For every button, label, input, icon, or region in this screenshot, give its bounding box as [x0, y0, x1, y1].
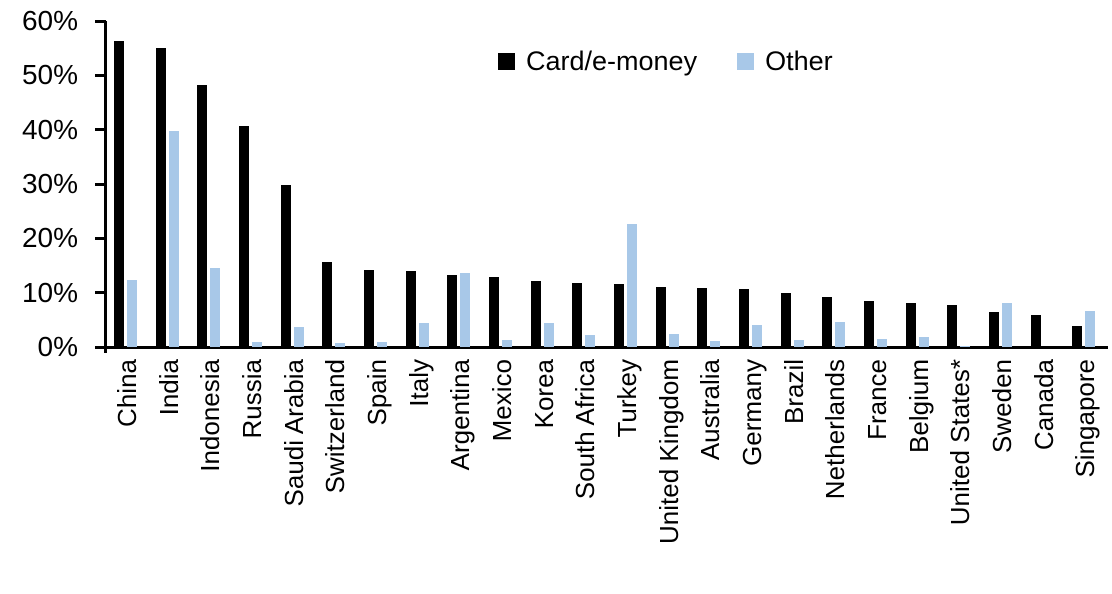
- bar-card-e-money-saudi-arabia: [281, 185, 291, 347]
- bar-card-e-money-spain: [364, 270, 374, 347]
- bar-card-e-money-france: [864, 301, 874, 347]
- bar-card-e-money-mexico: [489, 277, 499, 347]
- x-axis-label-france: France: [862, 359, 892, 440]
- x-axis-label-argentina: Argentina: [445, 359, 475, 471]
- x-axis-label-south-africa: South Africa: [570, 359, 600, 500]
- x-axis-label-spain: Spain: [362, 359, 392, 426]
- bar-card-e-money-sweden: [989, 312, 999, 347]
- chart-legend: Card/e-money Other: [498, 46, 833, 77]
- x-axis-label-saudi-arabia: Saudi Arabia: [279, 359, 309, 507]
- x-axis-label-korea: Korea: [529, 359, 559, 429]
- x-axis-label-australia: Australia: [695, 359, 725, 461]
- y-axis-tick: [95, 345, 106, 349]
- bar-other-saudi-arabia: [294, 327, 304, 347]
- x-axis-label-turkey: Turkey: [612, 359, 642, 438]
- y-axis-tick: [95, 182, 106, 186]
- legend-swatch-card-e-money: [498, 53, 515, 70]
- bar-card-e-money-italy: [406, 271, 416, 347]
- bar-other-brazil: [794, 340, 804, 347]
- bar-other-india: [169, 131, 179, 347]
- bar-card-e-money-switzerland: [322, 262, 332, 347]
- bar-card-e-money-china: [114, 41, 124, 347]
- bar-other-china: [127, 280, 137, 347]
- bar-card-e-money-united-kingdom: [656, 287, 666, 347]
- bar-other-mexico: [502, 340, 512, 347]
- x-axis-label-mexico: Mexico: [487, 359, 517, 442]
- bar-card-e-money-germany: [739, 289, 749, 347]
- bar-other-italy: [419, 323, 429, 347]
- bar-other-singapore: [1085, 311, 1095, 347]
- x-axis-label-india: India: [154, 359, 184, 416]
- bar-card-e-money-canada: [1031, 315, 1041, 347]
- x-axis-label-united-kingdom: United Kingdom: [654, 359, 684, 544]
- bar-other-united-kingdom: [669, 334, 679, 347]
- x-axis-label-russia: Russia: [237, 359, 267, 439]
- bar-other-netherlands: [835, 322, 845, 347]
- y-axis-line: [104, 21, 107, 353]
- x-axis-label-united-states: United States*: [945, 359, 975, 526]
- x-axis-label-china: China: [112, 359, 142, 427]
- y-axis-tick: [95, 19, 106, 23]
- bar-card-e-money-brazil: [781, 293, 791, 347]
- bar-card-e-money-south-africa: [572, 283, 582, 347]
- x-axis-label-belgium: Belgium: [904, 359, 934, 453]
- bar-card-e-money-australia: [697, 288, 707, 347]
- bar-other-south-africa: [585, 335, 595, 347]
- x-axis-label-canada: Canada: [1029, 359, 1059, 451]
- bar-card-e-money-netherlands: [822, 297, 832, 347]
- x-axis-label-germany: Germany: [737, 359, 767, 466]
- bar-other-france: [877, 339, 887, 347]
- legend-item-card-e-money: Card/e-money: [498, 46, 697, 77]
- bar-other-belgium: [919, 337, 929, 347]
- y-axis-tick-label: 40%: [21, 113, 78, 145]
- x-axis-label-indonesia: Indonesia: [195, 359, 225, 472]
- x-axis-line: [104, 346, 1108, 349]
- bar-other-spain: [377, 342, 387, 347]
- x-axis-label-singapore: Singapore: [1070, 359, 1100, 478]
- bar-card-e-money-belgium: [906, 303, 916, 347]
- legend-item-other: Other: [737, 46, 833, 77]
- legend-label-card-e-money: Card/e-money: [526, 46, 698, 76]
- y-axis-tick: [95, 291, 106, 295]
- bar-card-e-money-korea: [531, 281, 541, 347]
- y-axis-tick-label: 0%: [37, 331, 78, 362]
- y-axis-tick: [95, 73, 106, 77]
- y-axis-tick-label: 20%: [21, 222, 78, 254]
- x-axis-label-netherlands: Netherlands: [820, 359, 850, 500]
- bar-card-e-money-united-states: [947, 305, 957, 347]
- bar-card-e-money-indonesia: [197, 85, 207, 347]
- bar-other-switzerland: [335, 343, 345, 347]
- bar-card-e-money-india: [156, 48, 166, 347]
- x-axis-label-brazil: Brazil: [779, 359, 809, 425]
- bar-other-turkey: [627, 224, 637, 347]
- legend-swatch-other: [737, 53, 755, 70]
- bar-other-germany: [752, 325, 762, 347]
- bar-other-argentina: [460, 273, 470, 347]
- x-axis-label-italy: Italy: [404, 359, 434, 407]
- y-axis-tick: [95, 128, 106, 132]
- bar-card-e-money-argentina: [447, 275, 457, 347]
- bar-other-indonesia: [210, 268, 220, 347]
- legend-label-other: Other: [765, 46, 833, 76]
- y-axis-tick-label: 60%: [21, 5, 78, 36]
- bar-card-e-money-russia: [239, 126, 249, 347]
- bar-other-russia: [252, 342, 262, 347]
- y-axis-tick: [95, 236, 106, 240]
- y-axis-tick-label: 50%: [21, 59, 78, 91]
- bar-other-australia: [710, 341, 720, 347]
- bar-other-korea: [544, 323, 554, 347]
- bar-card-e-money-turkey: [614, 284, 624, 347]
- y-axis-tick-label: 30%: [21, 168, 78, 199]
- y-axis-tick-label: 10%: [21, 276, 78, 308]
- x-axis-label-switzerland: Switzerland: [320, 359, 350, 494]
- bar-other-united-states: [960, 346, 970, 347]
- bar-other-sweden: [1002, 303, 1012, 347]
- bar-card-e-money-singapore: [1072, 326, 1082, 347]
- x-axis-label-sweden: Sweden: [987, 359, 1017, 453]
